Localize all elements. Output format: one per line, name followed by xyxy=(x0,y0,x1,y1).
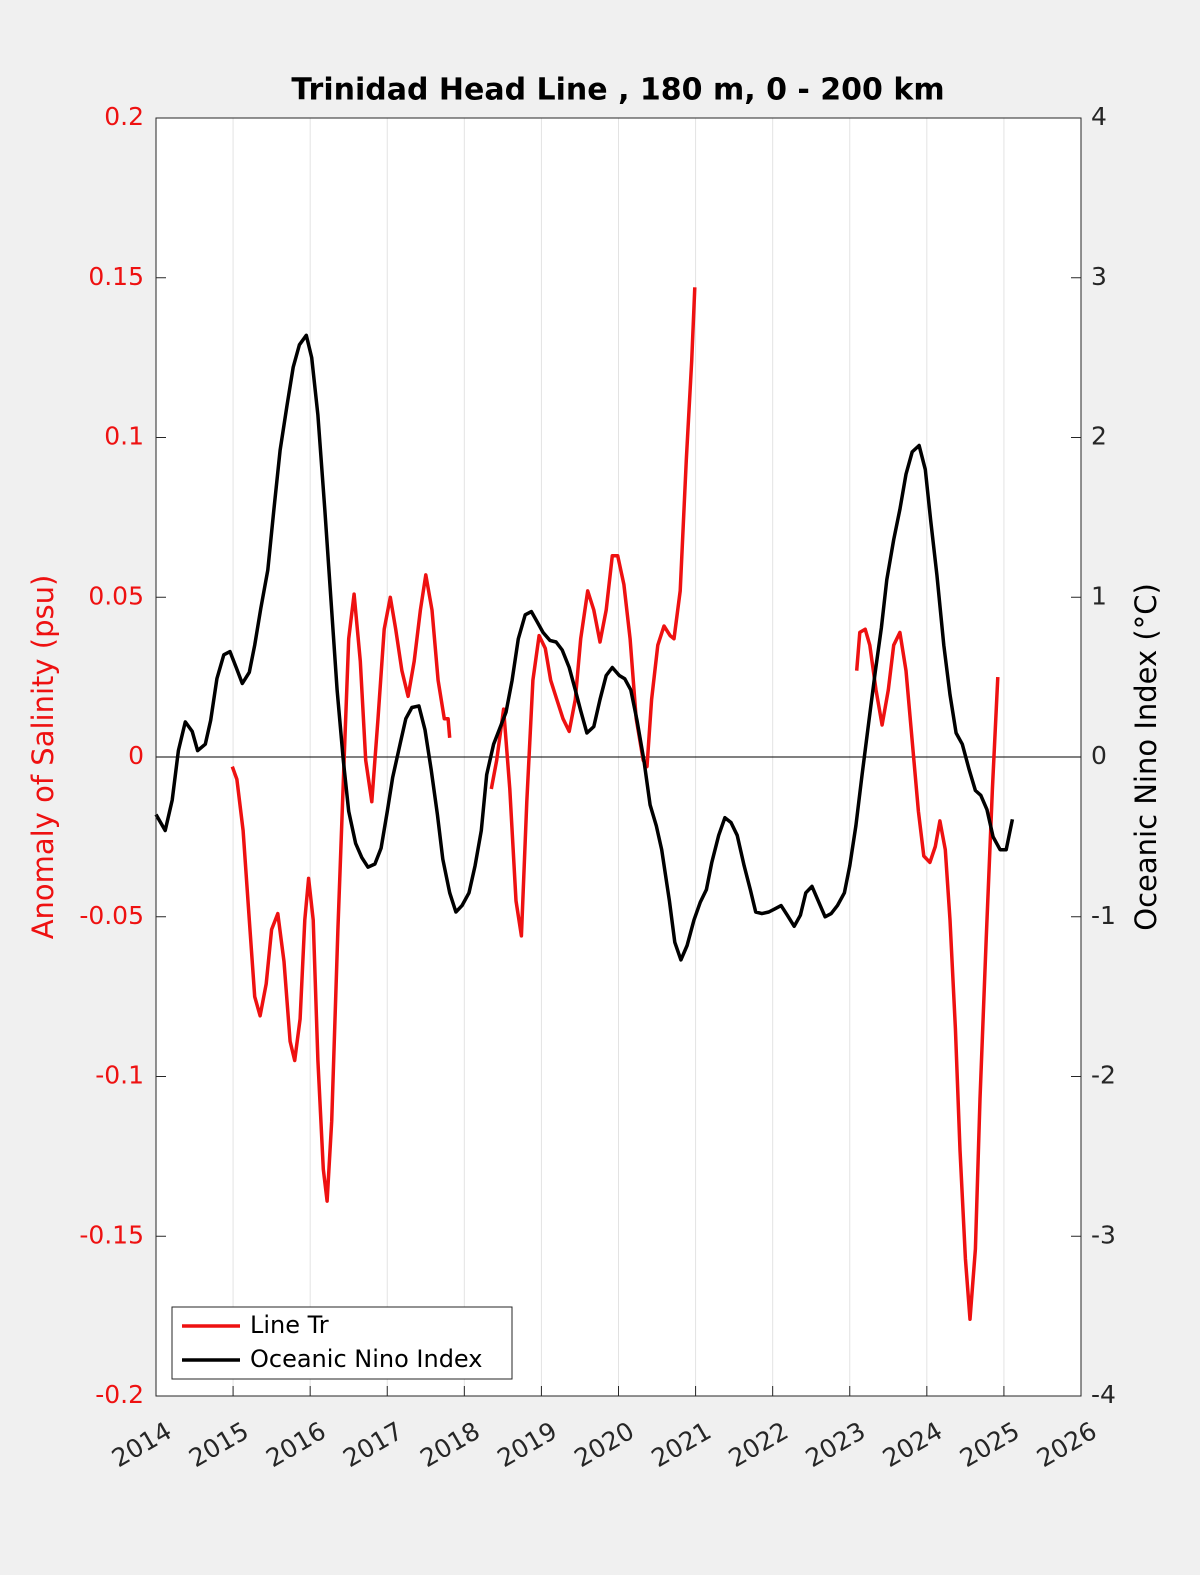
y2-tick-label: 4 xyxy=(1091,102,1107,131)
y2-axis-label: Oceanic Nino Index (°C) xyxy=(1129,583,1163,931)
y-tick-label: 0.1 xyxy=(104,422,144,451)
x-tick-label: 2025 xyxy=(955,1416,1025,1473)
y2-tick-label: 2 xyxy=(1091,422,1107,451)
plot-frame xyxy=(155,117,1082,1397)
x-tick-label: 2018 xyxy=(415,1416,485,1473)
y2-tick-label: -2 xyxy=(1091,1061,1116,1090)
y-tick-label: -0.15 xyxy=(79,1220,144,1249)
y-tick-label: -0.2 xyxy=(95,1380,144,1409)
x-tick-label: 2019 xyxy=(492,1416,562,1473)
x-tick-label: 2016 xyxy=(261,1416,331,1473)
x-tick-label: 2026 xyxy=(1032,1416,1102,1473)
y2-tick-label: 1 xyxy=(1091,581,1107,610)
x-tick-label: 2022 xyxy=(724,1416,794,1473)
legend-box xyxy=(171,1306,513,1380)
y-axis-label: Anomaly of Salinity (psu) xyxy=(26,575,60,940)
series-line xyxy=(230,287,1000,1322)
x-tick-label: 2021 xyxy=(646,1416,716,1473)
legend-label: Oceanic Nino Index xyxy=(250,1345,482,1373)
y-tick-label: 0.2 xyxy=(104,102,144,131)
y-tick-label: -0.05 xyxy=(79,901,144,930)
y2-tick-label: -3 xyxy=(1091,1220,1116,1249)
y-tick-label: 0 xyxy=(128,741,144,770)
x-tick-label: 2014 xyxy=(107,1416,177,1473)
y2-tick-label: 0 xyxy=(1091,741,1107,770)
legend-label: Line Tr xyxy=(250,1311,329,1339)
y-tick-label: -0.1 xyxy=(95,1061,144,1090)
y2-tick-label: -4 xyxy=(1091,1380,1116,1409)
y2-tick-label: -1 xyxy=(1091,901,1116,930)
y-tick-label: 0.15 xyxy=(88,262,144,291)
x-tick-label: 2024 xyxy=(878,1416,948,1473)
y-tick-label: 0.05 xyxy=(88,581,144,610)
x-tick-label: 2023 xyxy=(801,1416,871,1473)
series-line xyxy=(154,333,1015,962)
x-tick-label: 2015 xyxy=(184,1416,254,1473)
y2-tick-label: 3 xyxy=(1091,262,1107,291)
x-tick-label: 2020 xyxy=(569,1416,639,1473)
x-tick-label: 2017 xyxy=(338,1416,408,1473)
chart-title: Trinidad Head Line , 180 m, 0 - 200 km xyxy=(291,73,944,108)
